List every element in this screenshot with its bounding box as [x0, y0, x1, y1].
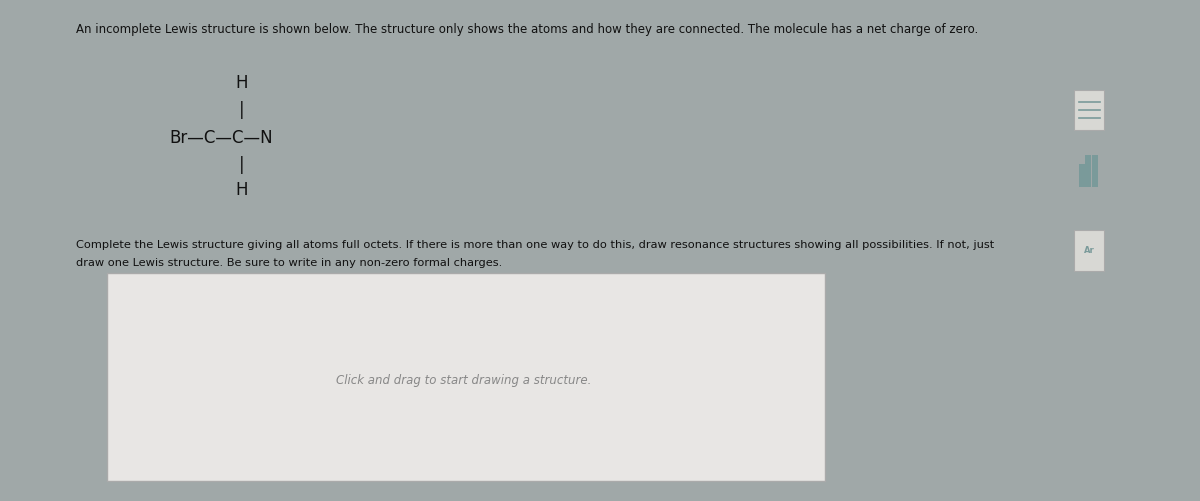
Text: |: | [239, 101, 245, 119]
Text: Br—C—C—N: Br—C—C—N [169, 129, 272, 147]
Text: H: H [235, 181, 248, 199]
Text: Click and drag to start drawing a structure.: Click and drag to start drawing a struct… [336, 374, 592, 387]
Bar [1092, 155, 1098, 187]
Text: An incomplete Lewis structure is shown below. The structure only shows the atoms: An incomplete Lewis structure is shown b… [77, 23, 979, 36]
Text: draw one Lewis structure. Be sure to write in any non-zero formal charges.: draw one Lewis structure. Be sure to wri… [77, 258, 503, 268]
Text: Complete the Lewis structure giving all atoms full octets. If there is more than: Complete the Lewis structure giving all … [77, 240, 995, 250]
Bar [1079, 164, 1085, 187]
Text: |: | [239, 156, 245, 174]
Text: Ar: Ar [1084, 246, 1094, 255]
Text: H: H [235, 74, 248, 92]
Bar [1086, 146, 1092, 187]
Bar [108, 273, 824, 481]
